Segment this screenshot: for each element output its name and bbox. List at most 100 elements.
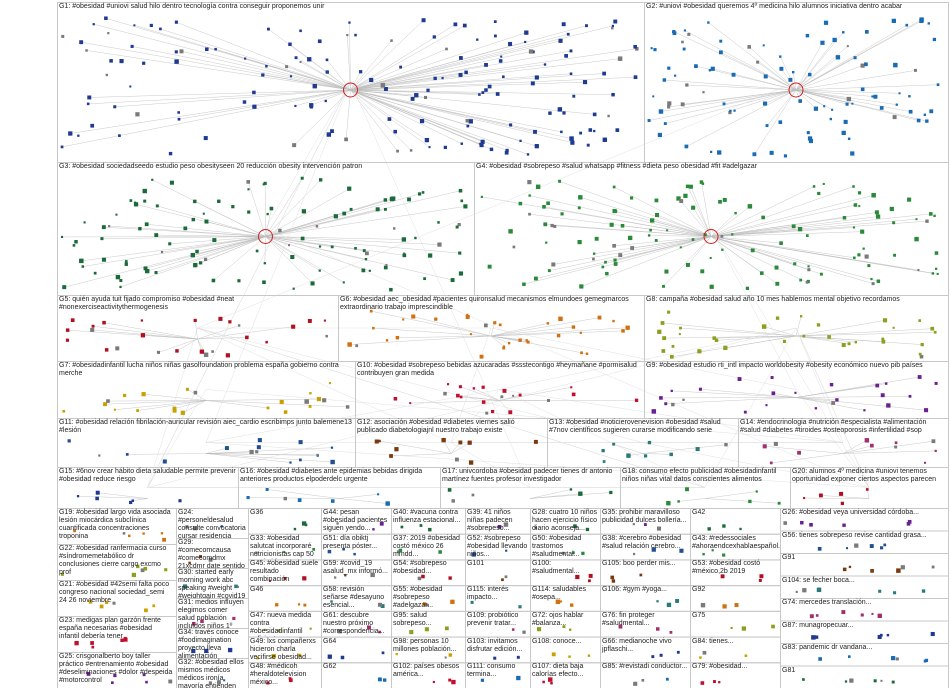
group-label: G25: crisgonalberto boy taller práctico …: [59, 653, 173, 684]
node: [527, 180, 532, 185]
group-label: G46: [250, 586, 264, 594]
node: [876, 279, 881, 283]
node: [308, 405, 312, 408]
node: [656, 526, 662, 531]
node: [807, 265, 810, 268]
node: [580, 351, 583, 355]
edge: [795, 89, 817, 109]
node: [831, 108, 834, 111]
node: [930, 631, 935, 637]
node: [299, 458, 302, 462]
edge: [265, 236, 404, 240]
edge: [379, 440, 452, 454]
edge: [710, 186, 854, 237]
node: [703, 233, 707, 237]
node: [663, 122, 667, 126]
node: [102, 320, 106, 325]
node: [739, 527, 742, 531]
node: [812, 185, 816, 188]
node: [864, 62, 868, 67]
node: [756, 60, 760, 64]
node: [428, 146, 431, 149]
node: [659, 653, 663, 657]
group-box: [780, 665, 949, 688]
edge: [350, 89, 412, 151]
node: [775, 316, 780, 320]
group-label: G91: [782, 554, 796, 561]
node: [758, 578, 762, 582]
node: [694, 64, 698, 69]
node: [380, 83, 386, 88]
node: [294, 56, 298, 60]
node: [509, 123, 513, 127]
node: [419, 118, 425, 124]
node: [142, 673, 146, 677]
node: [472, 387, 476, 390]
edge: [842, 450, 936, 454]
group-label: G54: #sobrepeso #obesidad...: [393, 560, 447, 576]
node: [374, 439, 379, 444]
group-label: G98: personas 10 millones población...: [393, 637, 457, 653]
node: [428, 527, 432, 532]
node: [914, 236, 919, 242]
node: [604, 260, 607, 264]
node: [504, 575, 508, 579]
node: [609, 490, 613, 495]
node: [185, 387, 189, 391]
group-label: G12: asociación #obesidad #diabetes vier…: [357, 419, 515, 434]
edge: [795, 89, 897, 105]
node: [212, 238, 217, 243]
edge: [710, 228, 797, 390]
node: [761, 324, 767, 329]
node: [502, 388, 507, 393]
node: [364, 251, 369, 256]
edge: [795, 397, 927, 411]
node: [200, 619, 204, 624]
edge: [158, 338, 198, 353]
node: [921, 589, 926, 593]
node: [621, 329, 625, 333]
edge: [710, 195, 874, 237]
node: [74, 640, 79, 646]
node: [630, 246, 635, 250]
node: [625, 325, 630, 330]
edge: [350, 73, 605, 91]
node: [707, 527, 711, 531]
edge: [490, 335, 510, 344]
edge: [97, 492, 148, 499]
node: [484, 88, 488, 92]
node: [807, 268, 811, 272]
node: [613, 262, 618, 266]
edge: [710, 236, 879, 282]
node: [864, 438, 870, 443]
group-label: G36: [250, 509, 264, 516]
node: [396, 149, 399, 153]
group-label: G26: #obesidad veya universidad córdoba.…: [782, 509, 919, 516]
node: [389, 196, 395, 202]
self-loop: [343, 82, 358, 98]
node: [169, 180, 174, 185]
node: [263, 262, 266, 265]
group-label: G34: través conoce #foodimagination proy…: [178, 629, 239, 658]
edge: [671, 390, 797, 398]
node: [664, 402, 668, 406]
node: [878, 589, 882, 593]
node: [847, 342, 851, 346]
node: [90, 641, 94, 645]
node: [914, 68, 917, 72]
node: [437, 242, 442, 247]
node: [224, 446, 229, 451]
node: [348, 21, 351, 24]
edge: [245, 58, 351, 91]
node: [585, 527, 590, 532]
node: [500, 395, 504, 399]
node: [691, 205, 696, 210]
node: [562, 111, 566, 115]
node: [145, 268, 150, 274]
group-label: G102: países obesos américa...: [393, 663, 460, 679]
node: [508, 41, 513, 46]
edge: [613, 443, 643, 454]
node: [548, 677, 553, 682]
node: [128, 534, 131, 538]
node: [481, 400, 486, 404]
